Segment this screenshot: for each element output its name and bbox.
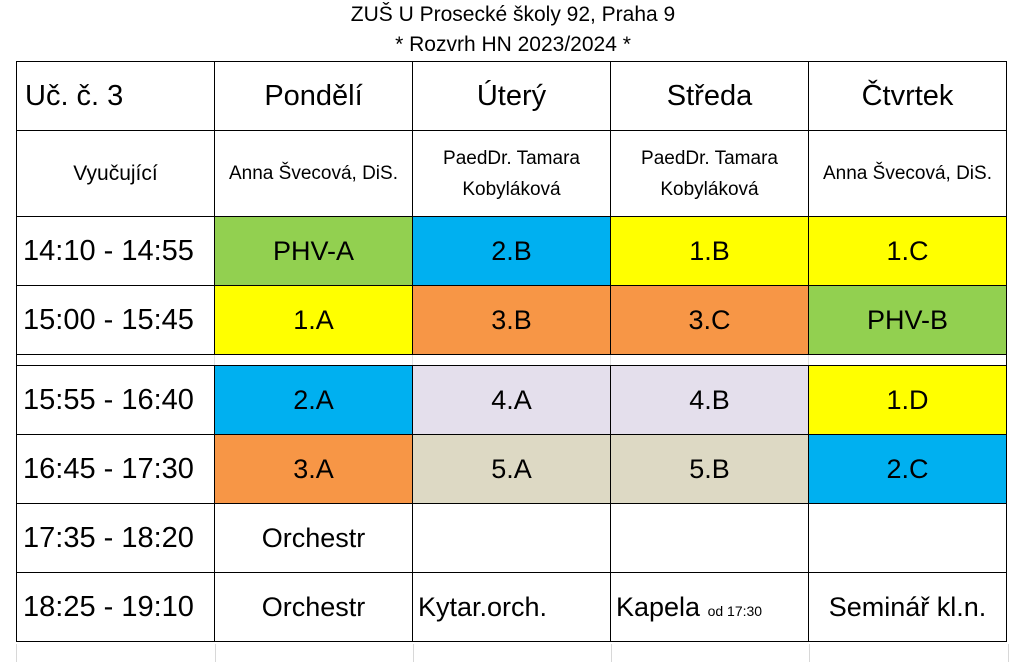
day-header-wednesday: Středa [610,61,809,131]
day-header-tuesday: Úterý [412,61,611,131]
table-row: 18:25 - 19:10 Orchestr Kytar.orch. Kapel… [16,572,1007,642]
table-row: 15:55 - 16:40 2.A 4.A 4.B 1.D [16,365,1007,435]
gap-cell [214,354,413,366]
lesson-cell: 4.A [412,365,611,435]
time-slot: 17:35 - 18:20 [16,503,215,573]
gap-cell [412,354,611,366]
table-continuation-gridlines [16,644,1009,662]
lesson-cell: Orchestr [214,503,413,573]
lesson-cell [412,503,611,573]
gap-cell [610,354,809,366]
lesson-cell: 5.A [412,434,611,504]
time-slot: 15:00 - 15:45 [16,285,215,355]
gridline [215,644,216,662]
lesson-cell [808,503,1007,573]
days-header-row: Uč. č. 3 Pondělí Úterý Středa Čtvrtek [16,61,1007,131]
table-row: 14:10 - 14:55 PHV-A 2.B 1.B 1.C [16,216,1007,286]
day-header-monday: Pondělí [214,61,413,131]
table-row: 17:35 - 18:20 Orchestr [16,503,1007,573]
document-title: ZUŠ U Prosecké školy 92, Praha 9 [350,3,676,26]
schedule-table: Uč. č. 3 Pondělí Úterý Středa Čtvrtek Vy… [16,61,1007,642]
lesson-cell: 1.D [808,365,1007,435]
lesson-cell: 4.B [610,365,809,435]
lesson-cell: 2.A [214,365,413,435]
lesson-cell: 2.C [808,434,1007,504]
lesson-cell: 2.B [412,216,611,286]
table-row: 16:45 - 17:30 3.A 5.A 5.B 2.C [16,434,1007,504]
lesson-cell: 1.A [214,285,413,355]
lesson-cell: 3.B [412,285,611,355]
time-slot: 18:25 - 19:10 [16,572,215,642]
gap-cell [16,354,215,366]
time-slot: 15:55 - 16:40 [16,365,215,435]
lesson-cell: 3.C [610,285,809,355]
lesson-name: Kapela [616,591,701,622]
lesson-cell-with-note: Kapela od 17:30 [610,572,809,642]
lesson-note: od 17:30 [707,602,763,619]
lesson-cell: Kytar.orch. [412,572,611,642]
gridline [809,644,810,662]
gap-cell [808,354,1007,366]
table-row: 15:00 - 15:45 1.A 3.B 3.C PHV-B [16,285,1007,355]
lesson-cell: Seminář kl.n. [808,572,1007,642]
time-slot: 16:45 - 17:30 [16,434,215,504]
lesson-cell: 1.B [610,216,809,286]
time-slot: 14:10 - 14:55 [16,216,215,286]
schedule-subtitle: * Rozvrh HN 2023/2024 * [395,33,631,56]
break-gap-row [16,354,1007,366]
lesson-cell [610,503,809,573]
lesson-cell: 1.C [808,216,1007,286]
gridline [413,644,414,662]
lesson-cell: PHV-B [808,285,1007,355]
day-header-thursday: Čtvrtek [808,61,1007,131]
lesson-cell: Orchestr [214,572,413,642]
teachers-row: Vyučující Anna Švecová, DiS. PaedDr. Tam… [16,130,1007,217]
lesson-cell: PHV-A [214,216,413,286]
lesson-cell: 5.B [610,434,809,504]
room-label: Uč. č. 3 [16,61,215,131]
teacher-monday: Anna Švecová, DiS. [214,130,413,217]
teacher-tuesday: PaedDr. Tamara Kobyláková [412,130,611,217]
gridline [611,644,612,662]
teacher-thursday: Anna Švecová, DiS. [808,130,1007,217]
teacher-label: Vyučující [16,130,215,217]
lesson-cell: 3.A [214,434,413,504]
teacher-wednesday: PaedDr. Tamara Kobyláková [610,130,809,217]
